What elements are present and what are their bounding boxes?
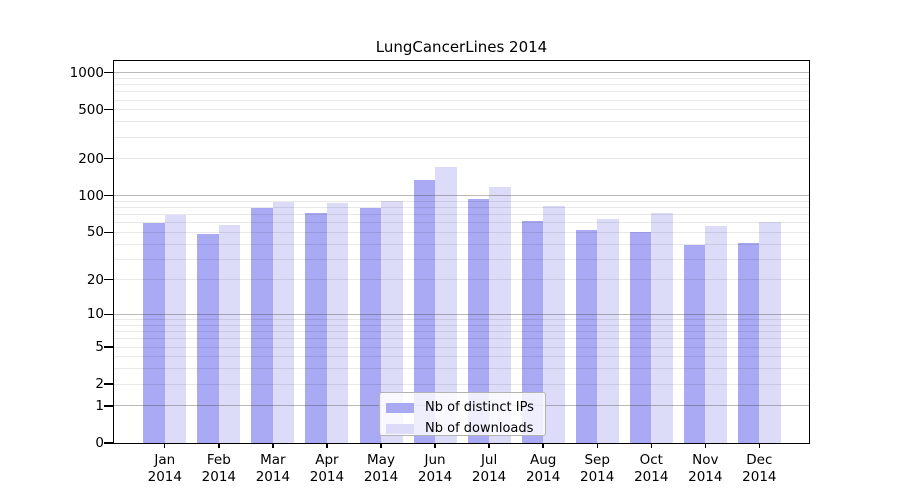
x-tick-mark-may xyxy=(380,443,382,448)
y-tick-mark-500 xyxy=(104,109,113,111)
x-tick-label-mar: Mar 2014 xyxy=(255,452,291,485)
bar-distinct-ips-oct xyxy=(629,232,652,443)
bar-distinct-ips-nov xyxy=(683,245,706,443)
y-tick-label-5: 5 xyxy=(95,338,104,355)
x-tick-mark-apr xyxy=(326,443,328,448)
y-tick-label-200: 200 xyxy=(78,150,104,167)
x-tick-label-nov: Nov 2014 xyxy=(688,452,723,485)
legend-swatch-distinct-ips xyxy=(386,402,414,413)
plot-area: Nb of distinct IPs Nb of downloads xyxy=(113,60,810,444)
bar-downloads-apr xyxy=(326,203,349,443)
y-tick-mark-10 xyxy=(104,313,113,316)
bar-distinct-ips-aug xyxy=(521,221,544,443)
bar-downloads-jul xyxy=(489,187,511,443)
x-tick-mark-mar xyxy=(272,443,274,448)
legend-label-downloads: Nb of downloads xyxy=(425,421,534,436)
bar-downloads-dec xyxy=(759,221,781,443)
y-tick-label-1: 1 xyxy=(95,397,104,414)
x-tick-mark-aug xyxy=(542,443,544,448)
x-tick-mark-sep xyxy=(596,443,598,448)
bar-downloads-sep xyxy=(597,219,619,443)
y-tick-mark-20 xyxy=(104,279,113,281)
legend: Nb of distinct IPs Nb of downloads xyxy=(379,392,546,436)
bar-downloads-nov xyxy=(705,226,727,443)
y-tick-mark-1 xyxy=(104,405,113,407)
y-tick-label-0: 0 xyxy=(95,435,104,451)
bar-distinct-ips-apr xyxy=(305,213,327,443)
bar-downloads-jun xyxy=(435,166,457,443)
bar-distinct-ips-dec xyxy=(737,242,760,443)
x-tick-mark-oct xyxy=(650,443,652,448)
x-tick-mark-jul xyxy=(488,443,490,448)
chart-title: LungCancerLines 2014 xyxy=(375,38,548,56)
x-tick-label-jul: Jul 2014 xyxy=(471,452,507,485)
x-tick-label-jan: Jan 2014 xyxy=(147,452,182,485)
x-tick-mark-jan xyxy=(164,443,166,448)
y-tick-label-2: 2 xyxy=(95,376,104,393)
x-tick-label-aug: Aug 2014 xyxy=(525,452,561,485)
x-tick-label-sep: Sep 2014 xyxy=(580,452,615,485)
bar-downloads-jan xyxy=(164,214,187,443)
y-tick-mark-200 xyxy=(104,158,113,160)
y-tick-label-10: 10 xyxy=(86,306,104,323)
y-tick-mark-0 xyxy=(104,442,113,444)
x-tick-mark-feb xyxy=(218,443,220,448)
x-tick-label-dec: Dec 2014 xyxy=(742,452,777,485)
legend-item-downloads: Nb of downloads xyxy=(386,419,545,438)
x-tick-mark-dec xyxy=(758,443,760,448)
bar-distinct-ips-sep xyxy=(575,230,598,443)
bar-downloads-feb xyxy=(218,225,241,443)
bar-downloads-mar xyxy=(272,201,295,443)
y-tick-label-20: 20 xyxy=(86,271,104,288)
bar-distinct-ips-feb xyxy=(197,234,219,443)
bar-downloads-aug xyxy=(543,206,565,443)
y-tick-label-100: 100 xyxy=(78,187,104,204)
x-tick-mark-jun xyxy=(434,443,436,448)
y-tick-mark-2 xyxy=(104,383,113,385)
legend-swatch-downloads xyxy=(386,423,414,434)
y-tick-mark-1000 xyxy=(104,72,113,74)
x-tick-label-jun: Jun 2014 xyxy=(417,452,453,485)
y-tick-mark-50 xyxy=(104,231,113,233)
bar-distinct-ips-jul xyxy=(467,198,490,443)
bar-distinct-ips-jun xyxy=(413,180,436,443)
bar-distinct-ips-may xyxy=(359,208,381,443)
x-tick-label-may: May 2014 xyxy=(363,452,399,485)
x-tick-label-feb: Feb 2014 xyxy=(201,452,237,485)
bar-distinct-ips-jan xyxy=(143,222,165,443)
x-tick-mark-nov xyxy=(704,443,706,448)
y-tick-label-50: 50 xyxy=(86,224,104,241)
bar-downloads-oct xyxy=(651,213,673,443)
bar-downloads-may xyxy=(381,200,403,443)
y-tick-label-500: 500 xyxy=(78,101,104,118)
y-tick-mark-5 xyxy=(104,346,113,348)
x-tick-label-oct: Oct 2014 xyxy=(634,452,669,485)
bars-layer xyxy=(114,61,809,443)
y-tick-mark-100 xyxy=(104,195,113,197)
y-tick-label-1000: 1000 xyxy=(69,64,104,81)
x-tick-label-apr: Apr 2014 xyxy=(309,452,345,485)
legend-label-distinct-ips: Nb of distinct IPs xyxy=(425,400,534,415)
bar-distinct-ips-mar xyxy=(251,208,273,443)
legend-item-distinct-ips: Nb of distinct IPs xyxy=(386,398,545,417)
